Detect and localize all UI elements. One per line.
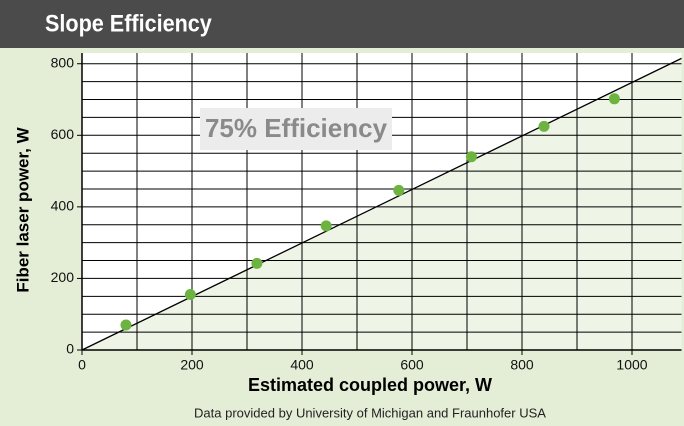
x-tick-label: 800 [510,357,534,373]
fit-line [81,57,682,351]
x-tick-label: 1000 [616,357,647,373]
data-point [251,257,263,269]
data-point [320,220,332,232]
x-tick-label: 0 [78,357,86,373]
x-tick-label: 400 [290,357,314,373]
data-point [608,93,620,105]
y-tick-label: 600 [51,126,75,142]
y-tick-label: 0 [66,341,74,357]
data-point [465,151,477,163]
data-point [393,184,405,196]
x-axis-label: Estimated coupled power, W [248,375,492,395]
title-bar [0,0,684,48]
y-tick-label: 200 [51,269,75,285]
y-axis-label: Fiber laser power, W [13,126,32,292]
chart-title: Slope Efficiency [45,9,212,36]
x-tick-label: 200 [180,357,204,373]
y-tick-label: 800 [51,54,75,70]
data-point [538,120,550,132]
annotation: 75% Efficiency [205,113,388,143]
data-point [184,289,196,301]
data-point [120,319,132,331]
footnote: Data provided by University of Michigan … [194,405,546,420]
x-tick-label: 600 [400,357,424,373]
annotation-box [200,108,392,150]
plot-area: 75% Efficiency [77,53,682,355]
y-tick-label: 400 [51,198,75,214]
